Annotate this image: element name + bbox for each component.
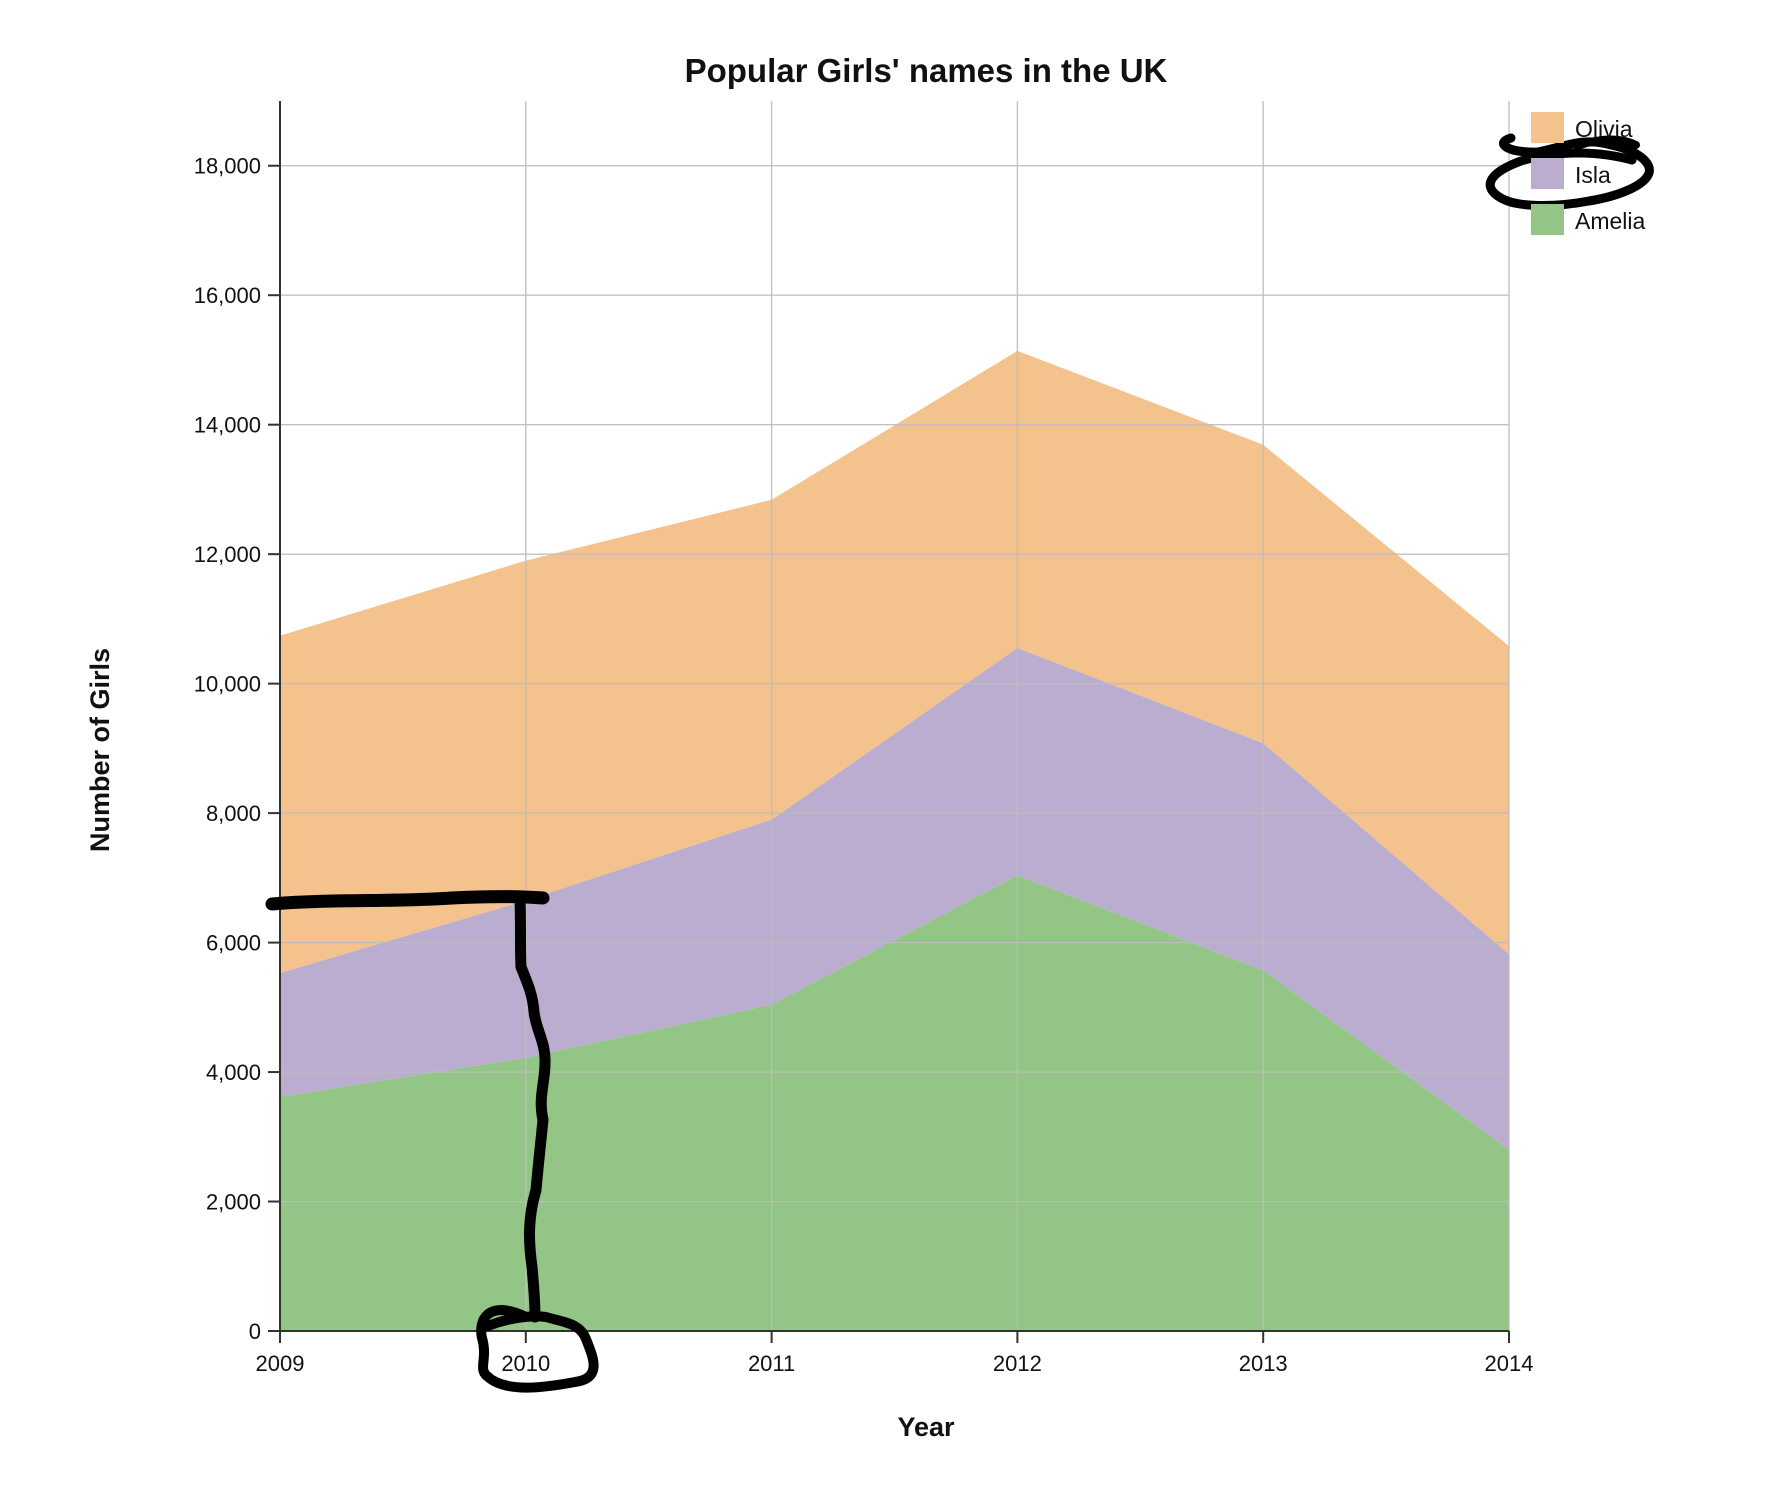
legend-swatch-amelia (1531, 204, 1564, 235)
y-tick-label: 12,000 (194, 542, 261, 567)
legend-swatch-isla (1531, 158, 1564, 189)
x-tick-label: 2013 (1239, 1351, 1288, 1376)
chart-title: Popular Girls' names in the UK (685, 52, 1168, 89)
y-tick-label: 8,000 (206, 801, 261, 826)
y-tick-label: 2,000 (206, 1190, 261, 1215)
area-amelia (280, 875, 1509, 1331)
x-tick-label: 2009 (256, 1351, 305, 1376)
grid-lines (280, 101, 1510, 1331)
area-olivia (280, 350, 1509, 973)
x-tick-label: 2010 (501, 1351, 550, 1376)
y-tick-label: 16,000 (194, 283, 261, 308)
y-tick-label: 14,000 (194, 413, 261, 438)
legend-label-amelia: Amelia (1575, 208, 1646, 234)
annotation-isla-legend-stroke (1573, 135, 1640, 150)
axes: 0 2,000 4,000 6,000 8,000 10,000 12,000 14,000 1… (194, 101, 1534, 1376)
annotation-horizontal-line (265, 890, 550, 911)
area-series (280, 350, 1509, 1331)
legend-label-isla: Isla (1575, 162, 1611, 188)
annotation-isla-legend-circle (1485, 133, 1654, 210)
x-tick-label: 2012 (993, 1351, 1042, 1376)
x-tick-label: 2011 (748, 1351, 795, 1376)
legend-swatch-olivia (1531, 112, 1564, 143)
x-tick-label: 2014 (1485, 1351, 1534, 1376)
y-tick-label: 10,000 (194, 672, 261, 697)
annotation-vertical-line (514, 892, 551, 1323)
y-tick-label: 18,000 (194, 154, 261, 179)
x-axis-title: Year (897, 1412, 955, 1442)
y-tick-label: 0 (249, 1319, 261, 1344)
legend-label-olivia: Olivia (1575, 116, 1633, 142)
area-isla (280, 648, 1509, 1150)
legend: Olivia Isla Amelia (1531, 112, 1646, 235)
annotation-2010-circle (476, 1305, 599, 1393)
hand-drawn-annotations (265, 133, 1654, 1393)
y-axis-title: Number of Girls (85, 648, 115, 852)
y-tick-label: 4,000 (206, 1060, 261, 1085)
y-tick-label: 6,000 (206, 931, 261, 956)
